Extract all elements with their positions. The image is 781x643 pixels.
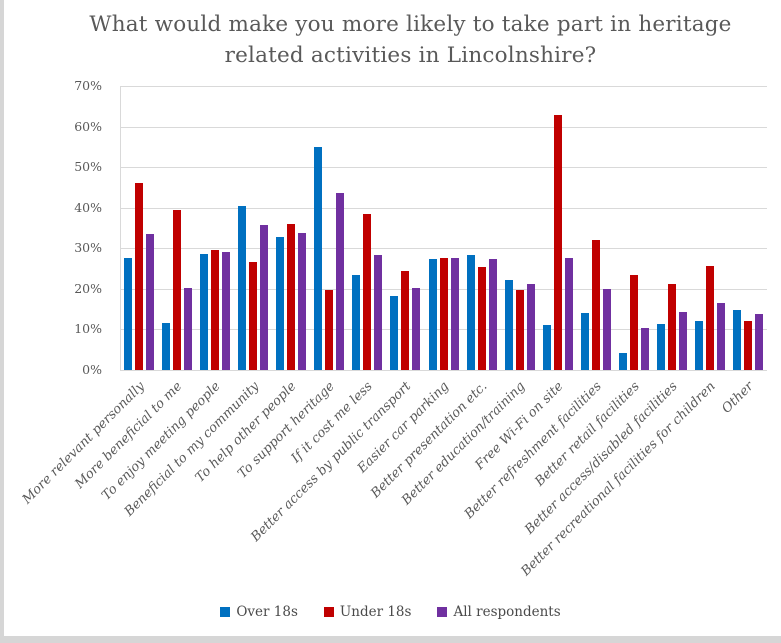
legend-swatch-icon — [220, 607, 231, 617]
gridline — [120, 86, 767, 87]
bar-under-18s — [630, 275, 638, 370]
chart-legend: Over 18s Under 18s All respondents — [0, 604, 781, 620]
y-axis-tick-label: 10% — [74, 321, 102, 336]
legend-item: All respondents — [437, 604, 561, 620]
bar-over-18s — [352, 275, 360, 370]
bar-over-18s — [162, 323, 170, 370]
bar-over-18s — [505, 280, 513, 370]
bar-all-respondents — [717, 303, 725, 370]
bar-under-18s — [401, 271, 409, 370]
bar-under-18s — [668, 284, 676, 370]
bar-all-respondents — [298, 233, 306, 370]
bar-under-18s — [249, 262, 257, 370]
legend-label: Under 18s — [339, 604, 412, 620]
bar-all-respondents — [755, 314, 763, 370]
y-axis-line — [120, 86, 121, 370]
bar-all-respondents — [527, 284, 535, 370]
bar-all-respondents — [679, 312, 687, 370]
bar-over-18s — [619, 353, 627, 370]
bar-over-18s — [581, 313, 589, 370]
legend-label: All respondents — [453, 604, 561, 620]
bar-under-18s — [554, 115, 562, 370]
y-axis-tick-label: 50% — [74, 159, 102, 174]
bar-over-18s — [543, 325, 551, 370]
legend-item: Under 18s — [323, 604, 412, 620]
bar-all-respondents — [412, 288, 420, 370]
bar-over-18s — [429, 259, 437, 370]
bar-over-18s — [314, 147, 322, 370]
gridline — [120, 370, 767, 371]
bar-under-18s — [744, 321, 752, 370]
gridline — [120, 127, 767, 128]
legend-swatch-icon — [437, 607, 448, 617]
y-axis-tick-label: 30% — [74, 240, 102, 255]
bar-under-18s — [706, 266, 714, 370]
bar-over-18s — [695, 321, 703, 370]
bar-under-18s — [211, 250, 219, 370]
bar-all-respondents — [374, 255, 382, 370]
x-axis-category-label: Other — [718, 379, 757, 417]
bar-all-respondents — [565, 258, 573, 370]
chart-title: What would make you more likely to take … — [60, 10, 761, 71]
gridline — [120, 208, 767, 209]
bar-under-18s — [478, 267, 486, 370]
bar-over-18s — [124, 258, 132, 370]
bar-under-18s — [363, 214, 371, 370]
bar-over-18s — [238, 206, 246, 370]
bar-over-18s — [200, 254, 208, 370]
bar-all-respondents — [603, 289, 611, 370]
bar-over-18s — [657, 324, 665, 370]
y-axis-tick-label: 40% — [74, 200, 102, 215]
y-axis-tick-label: 70% — [74, 78, 102, 93]
bar-under-18s — [592, 240, 600, 370]
y-axis-tick-label: 0% — [82, 362, 102, 377]
bar-all-respondents — [451, 258, 459, 370]
chart-title-line1: What would make you more likely to take … — [89, 12, 732, 37]
legend-item: Over 18s — [220, 604, 298, 620]
bar-under-18s — [287, 224, 295, 370]
bar-over-18s — [390, 296, 398, 370]
bar-over-18s — [467, 255, 475, 370]
bar-over-18s — [733, 310, 741, 370]
bar-under-18s — [173, 210, 181, 370]
bar-all-respondents — [641, 328, 649, 370]
chart-title-line2: related activities in Lincolnshire? — [224, 42, 597, 68]
bar-all-respondents — [336, 193, 344, 370]
bar-under-18s — [516, 290, 524, 370]
bar-under-18s — [135, 183, 143, 370]
y-axis-tick-label: 20% — [74, 281, 102, 296]
bar-all-respondents — [222, 252, 230, 370]
window-bottom-edge — [0, 636, 781, 643]
bar-all-respondents — [146, 234, 154, 370]
legend-swatch-icon — [323, 607, 334, 617]
bar-under-18s — [325, 290, 333, 370]
bar-over-18s — [276, 237, 284, 370]
legend-label: Over 18s — [236, 604, 298, 620]
bar-all-respondents — [184, 288, 192, 370]
window-left-edge — [0, 0, 4, 643]
y-axis-tick-label: 60% — [74, 119, 102, 134]
bar-under-18s — [440, 258, 448, 370]
gridline — [120, 167, 767, 168]
bar-all-respondents — [260, 225, 268, 370]
bar-all-respondents — [489, 259, 497, 370]
gridline — [120, 248, 767, 249]
